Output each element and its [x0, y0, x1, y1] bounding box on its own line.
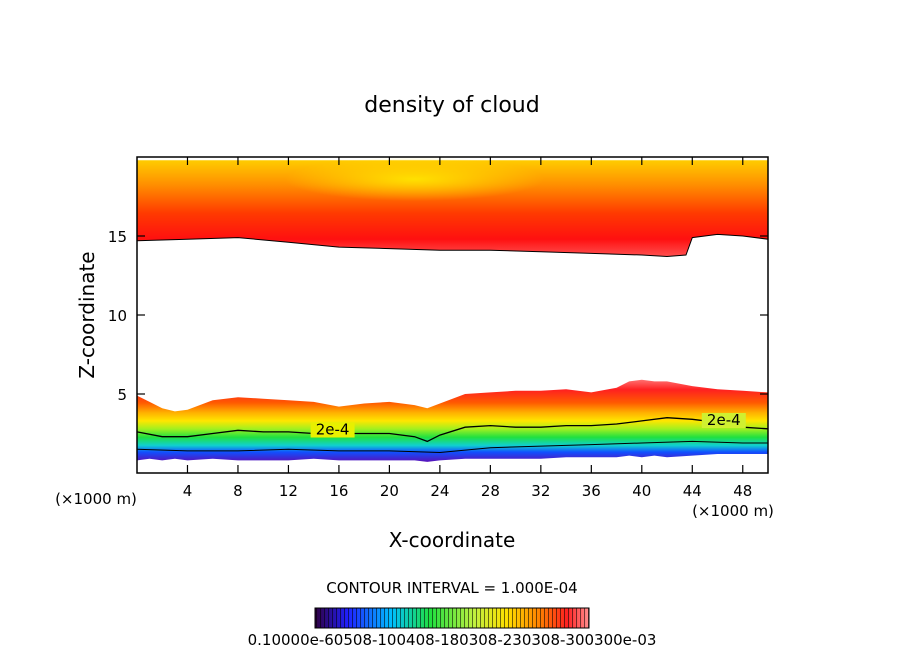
lower-cloud-band: [137, 379, 768, 462]
x-tick-label: 12: [279, 482, 298, 500]
y-axis-ticks: 5 10 15: [108, 228, 768, 404]
x-tick-label: 16: [329, 482, 348, 500]
colorbar-stripes: [315, 608, 589, 628]
upper-band-maximum: [284, 157, 545, 202]
x-tick-label: 8: [233, 482, 243, 500]
contour-label: 2e-4: [316, 421, 350, 439]
colorbar-frame: [314, 607, 590, 629]
x-tick-label: 4: [183, 482, 193, 500]
upper-band-contour-line: [137, 233, 768, 258]
x-tick-label: 40: [632, 482, 651, 500]
contour-line-2e-4: [137, 417, 768, 443]
x-tick-label: 44: [683, 482, 702, 500]
contour-label-background: [701, 413, 746, 428]
colorbar-labels: 0.10000e-60508-100408-180308-230308-3003…: [248, 631, 657, 649]
contour-interval-text: CONTOUR INTERVAL = 1.000E-04: [326, 579, 577, 597]
x-tick-label: 48: [733, 482, 752, 500]
x-tick-label: 32: [531, 482, 550, 500]
x-unit-label-left: (×1000 m): [55, 490, 137, 508]
x-tick-label: 24: [430, 482, 449, 500]
x-tick-label: 20: [380, 482, 399, 500]
contour-labels: 2e-4 2e-4: [310, 411, 746, 439]
x-axis-ticks: 4 8 12 16 20 24 28 32 36 40 44 48: [183, 157, 752, 500]
lower-contour-line: [137, 440, 768, 454]
x-axis-label: X-coordinate: [389, 528, 516, 552]
plot-area: 2e-4 2e-4: [137, 157, 768, 473]
y-tick-label: 10: [108, 307, 127, 325]
y-tick-label: 5: [117, 386, 127, 404]
x-tick-label: 36: [582, 482, 601, 500]
y-tick-label: 15: [108, 228, 127, 246]
x-tick-label: 28: [481, 482, 500, 500]
y-axis-label: Z-coordinate: [75, 251, 99, 378]
contour-label: 2e-4: [707, 411, 741, 429]
contour-label-background: [310, 422, 355, 438]
x-unit-label-right: (×1000 m): [692, 502, 774, 520]
chart-title: density of cloud: [364, 93, 539, 118]
